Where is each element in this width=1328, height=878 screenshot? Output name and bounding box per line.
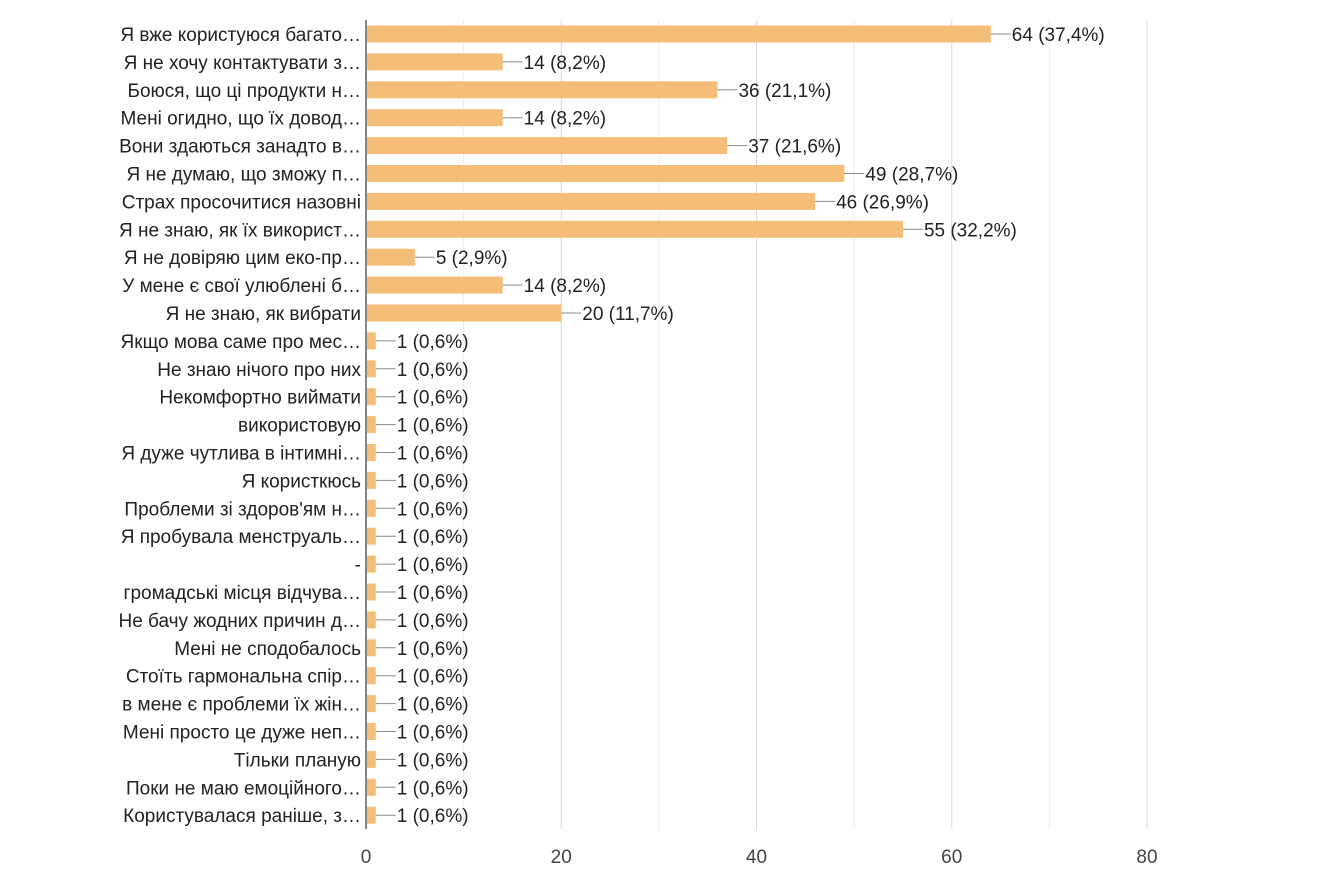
bar [367, 192, 816, 210]
bar [367, 388, 376, 406]
category-label: Проблеми зі здоров'ям н… [124, 499, 361, 520]
data-label: 1 (0,6%) [397, 667, 469, 688]
data-label: 1 (0,6%) [397, 806, 469, 827]
data-label: 1 (0,6%) [397, 416, 469, 437]
data-label: 1 (0,6%) [397, 499, 469, 520]
data-label: 1 (0,6%) [397, 388, 469, 409]
data-label: 1 (0,6%) [397, 723, 469, 744]
category-label: Я не думаю, що зможу п… [126, 165, 361, 186]
bar [367, 81, 718, 99]
category-label: Некомфортно виймати [159, 388, 361, 409]
x-tick-label: 20 [551, 847, 572, 868]
category-label: Я не знаю, як вибрати [166, 304, 361, 325]
bar [367, 444, 376, 461]
x-tick-label: 0 [361, 847, 372, 868]
category-label: Я не довіряю цим еко-пр… [124, 248, 361, 269]
data-label: 64 (37,4%) [1012, 25, 1105, 46]
data-label: 14 (8,2%) [524, 53, 606, 74]
bar [367, 499, 376, 517]
data-label: 14 (8,2%) [524, 276, 606, 297]
category-label: У мене є свої улюблені б… [122, 276, 361, 297]
bar [367, 778, 376, 796]
data-label: 1 (0,6%) [397, 332, 469, 353]
category-label: громадські місця відчува… [124, 583, 361, 604]
category-label: Мені не сподобалось [174, 639, 361, 660]
bar [367, 276, 503, 294]
bar [367, 25, 991, 43]
bar [367, 806, 376, 824]
data-label: 37 (21,6%) [748, 137, 841, 158]
category-label: використовую [238, 416, 361, 437]
category-label: Не бачу жодних причин д… [118, 611, 361, 632]
data-label: 1 (0,6%) [397, 750, 469, 771]
category-label: Мені огидно, що їх довод… [120, 109, 361, 130]
data-label: 46 (26,9%) [836, 192, 929, 213]
x-axis-ticks: 0 20 40 60 80 [361, 847, 1158, 868]
x-tick-label: 80 [1136, 847, 1157, 868]
data-label: 20 (11,7%) [582, 304, 674, 325]
bar [367, 53, 503, 71]
bar [367, 416, 376, 434]
data-label: 5 (2,9%) [436, 248, 508, 269]
bar [367, 639, 376, 657]
bar [367, 611, 376, 629]
bar [367, 360, 376, 378]
bar [367, 471, 376, 489]
data-label: 1 (0,6%) [397, 778, 469, 799]
bar [367, 220, 903, 238]
x-tick-label: 40 [746, 847, 767, 868]
category-label: Тільки планую [234, 750, 361, 771]
category-label: Вони здаються занадто в… [119, 137, 361, 158]
bar [367, 695, 376, 713]
bar [367, 109, 503, 127]
category-label: Я вже користуюся багато… [120, 25, 361, 46]
category-label: Якщо мова саме про мес… [121, 332, 361, 353]
data-label: 1 (0,6%) [397, 555, 469, 576]
data-label: 1 (0,6%) [397, 611, 469, 632]
category-label: Стоїть гармональна спір… [126, 667, 361, 688]
category-label: Я пробувала менструаль… [121, 527, 361, 548]
category-label: Страх просочитися назовні [122, 192, 361, 213]
bars [367, 25, 991, 824]
bar [367, 555, 376, 573]
bar [367, 165, 845, 182]
bar [367, 750, 376, 768]
category-label: Я не знаю, як їх використ… [119, 220, 361, 241]
data-label: 1 (0,6%) [397, 360, 469, 381]
bar [367, 723, 376, 740]
category-label: Не знаю нічого про них [157, 360, 361, 381]
category-label: Користувалася раніше, з… [123, 806, 361, 827]
data-label: 1 (0,6%) [397, 527, 469, 548]
bar [367, 137, 728, 155]
bar [367, 332, 376, 350]
data-label: 1 (0,6%) [397, 583, 469, 604]
data-label: 55 (32,2%) [924, 220, 1017, 241]
category-label: Я не хочу контактувати з… [124, 53, 361, 74]
bar [367, 304, 562, 322]
data-label: 1 (0,6%) [397, 444, 469, 465]
data-label: 1 (0,6%) [397, 695, 469, 716]
bar [367, 527, 376, 545]
category-label: Я дуже чутлива в інтимні… [121, 444, 361, 465]
data-label: 49 (28,7%) [865, 165, 958, 186]
bar [367, 583, 376, 601]
data-label: 36 (21,1%) [738, 81, 831, 102]
category-label: Мені просто це дуже неп… [123, 723, 361, 744]
x-tick-label: 60 [941, 847, 962, 868]
data-labels: 64 (37,4%) 14 (8,2%) 36 (21,1%) 14 (8,2%) 37… [375, 25, 1105, 827]
data-label: 14 (8,2%) [524, 109, 606, 130]
bar [367, 667, 376, 685]
category-label: Я користкюсь [242, 471, 362, 492]
data-label: 1 (0,6%) [397, 471, 469, 492]
category-labels: Я вже користуюся багато… Я не хочу контак… [118, 25, 361, 827]
data-label: 1 (0,6%) [397, 639, 469, 660]
bar [367, 248, 415, 266]
category-label: в мене є проблеми їх жін… [122, 695, 361, 716]
category-label: Поки не маю емоційного… [126, 778, 361, 799]
category-label: - [355, 555, 361, 576]
gridlines [463, 20, 1148, 829]
category-label: Боюся, що ці продукти н… [128, 81, 361, 102]
